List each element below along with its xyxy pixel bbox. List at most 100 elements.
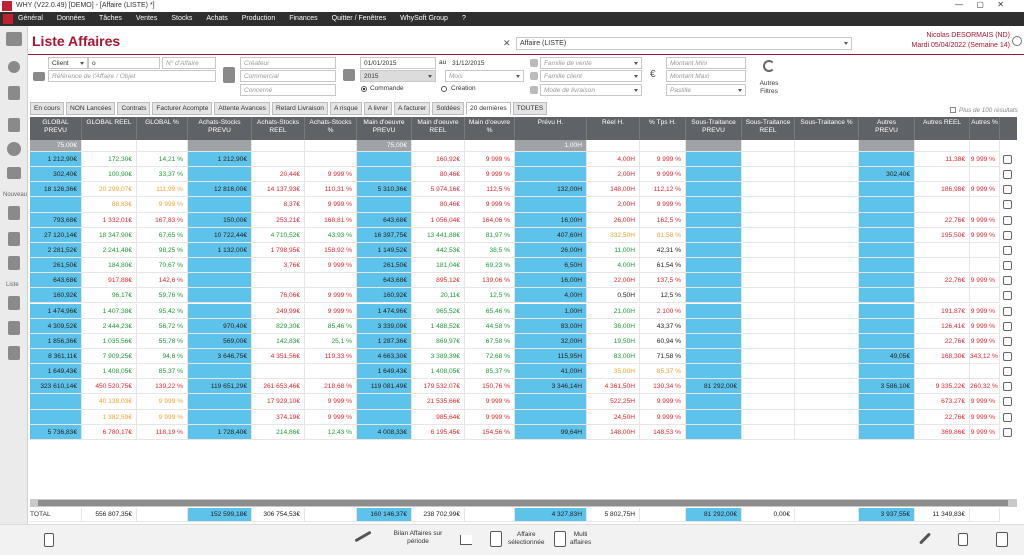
row-add-icon[interactable]	[1003, 382, 1012, 392]
filter-cell[interactable]	[465, 140, 515, 152]
table-cell[interactable]: 20,11€	[412, 288, 465, 304]
table-cell[interactable]: 148,53 %	[640, 424, 686, 440]
table-cell[interactable]	[686, 212, 742, 228]
table-cell[interactable]	[795, 424, 859, 440]
table-cell[interactable]: 2 281,52€	[30, 242, 82, 259]
table-cell[interactable]	[970, 288, 1000, 304]
table-cell[interactable]: 70,67 %	[137, 258, 188, 274]
filter-cell[interactable]: 75,00€	[357, 140, 412, 152]
table-cell[interactable]	[915, 167, 970, 183]
table-cell[interactable]: 119,33 %	[305, 348, 357, 365]
row-add-icon[interactable]	[1003, 321, 1012, 331]
table-cell[interactable]: 3 646,75€	[188, 348, 252, 365]
table-cell[interactable]	[742, 288, 795, 304]
table-cell[interactable]: 4,00H	[587, 152, 640, 168]
table-cell[interactable]: 60,94 %	[640, 333, 686, 349]
chart-icon[interactable]	[460, 535, 472, 545]
total-cell[interactable]: 3 937,55€	[859, 508, 915, 522]
table-cell[interactable]	[742, 212, 795, 228]
table-cell[interactable]	[188, 288, 252, 304]
table-cell[interactable]: 99,64H	[515, 424, 587, 440]
table-cell[interactable]: 59,76 %	[137, 288, 188, 304]
table-cell[interactable]	[742, 227, 795, 243]
table-cell[interactable]	[915, 197, 970, 213]
total-cell[interactable]	[137, 508, 188, 522]
tab[interactable]: TOUTES	[512, 102, 548, 115]
total-cell[interactable]	[305, 508, 357, 522]
column-header[interactable]: Prévu H.	[515, 117, 587, 140]
table-cell[interactable]: 2 100 %	[640, 303, 686, 319]
table-cell[interactable]: 81 292,00€	[686, 379, 742, 395]
column-header[interactable]: Achats-Stocks PREVU	[188, 117, 252, 140]
row-add-icon[interactable]	[1003, 367, 1012, 377]
table-cell[interactable]: 4,00H	[515, 288, 587, 304]
table-cell[interactable]: 164,06 %	[465, 212, 515, 228]
menu-item[interactable]: Général	[18, 15, 43, 22]
column-header[interactable]: Main d'oeuvre PREVU	[357, 117, 412, 140]
table-cell[interactable]: 88,83€	[82, 197, 137, 213]
table-cell[interactable]: 9 999 %	[640, 409, 686, 425]
table-cell[interactable]: 55,78 %	[137, 333, 188, 349]
table-cell[interactable]: 25,1 %	[305, 333, 357, 349]
more-filters[interactable]: Autres Filtres	[759, 80, 779, 95]
folder-icon[interactable]	[33, 72, 45, 81]
table-cell[interactable]: 3 339,09€	[357, 318, 412, 334]
table-cell[interactable]: 71,58 %	[640, 348, 686, 365]
table-cell[interactable]: 3,76€	[252, 258, 305, 274]
table-cell[interactable]: 150,00€	[188, 212, 252, 228]
table-cell[interactable]	[686, 227, 742, 243]
table-cell[interactable]: 137,5 %	[640, 273, 686, 289]
new-icon[interactable]	[8, 256, 20, 270]
delivery-mode[interactable]: Mode de livraison	[540, 84, 642, 96]
table-cell[interactable]: 32,00H	[515, 333, 587, 349]
table-cell[interactable]: 407,60H	[515, 227, 587, 243]
table-cell[interactable]: 167,83 %	[137, 212, 188, 228]
table-cell[interactable]	[742, 197, 795, 213]
table-cell[interactable]	[859, 242, 915, 259]
client-input[interactable]: o	[88, 57, 160, 69]
table-cell[interactable]: 98,25 %	[137, 242, 188, 259]
filter-cell[interactable]	[795, 140, 859, 152]
table-cell[interactable]	[795, 242, 859, 259]
table-cell[interactable]: 9 999 %	[305, 258, 357, 274]
table-cell[interactable]: 2,00H	[587, 197, 640, 213]
row-add-icon[interactable]	[1003, 397, 1012, 407]
table-cell[interactable]: 172,30€	[82, 152, 137, 168]
table-cell[interactable]	[795, 394, 859, 410]
table-cell[interactable]: 130,34 %	[640, 379, 686, 395]
table-cell[interactable]: 985,64€	[412, 409, 465, 425]
table-cell[interactable]: 16 397,75€	[357, 227, 412, 243]
home-icon[interactable]	[6, 32, 22, 46]
tab[interactable]: En cours	[30, 102, 65, 115]
row-add-icon[interactable]	[1003, 336, 1012, 346]
table-cell[interactable]	[357, 409, 412, 425]
table-cell[interactable]: 1 212,90€	[188, 152, 252, 168]
table-cell[interactable]	[515, 152, 587, 168]
new-icon[interactable]	[8, 232, 20, 246]
table-cell[interactable]: 442,53€	[412, 242, 465, 259]
table-cell[interactable]: 119 081,49€	[357, 379, 412, 395]
month-select[interactable]: Mois	[445, 70, 524, 82]
table-cell[interactable]: 85,46 %	[305, 318, 357, 334]
total-cell[interactable]: 152 599,18€	[188, 508, 252, 522]
search-icon[interactable]	[8, 61, 20, 73]
table-cell[interactable]: 1 212,90€	[30, 152, 82, 168]
table-cell[interactable]: 9 999 %	[137, 197, 188, 213]
table-cell[interactable]: 253,21€	[252, 212, 305, 228]
table-cell[interactable]: 2 444,23€	[82, 318, 137, 334]
filter-cell[interactable]	[137, 140, 188, 152]
client-select[interactable]: Client	[48, 57, 88, 69]
total-cell[interactable]	[465, 508, 515, 522]
table-cell[interactable]	[686, 364, 742, 380]
menu-item[interactable]: WhySoft Group	[400, 15, 448, 22]
table-cell[interactable]: 111,99 %	[137, 182, 188, 198]
table-cell[interactable]	[252, 152, 305, 168]
table-cell[interactable]	[859, 394, 915, 410]
table-cell[interactable]: 96,17€	[82, 288, 137, 304]
total-cell[interactable]: 160 146,37€	[357, 508, 412, 522]
table-cell[interactable]	[742, 409, 795, 425]
table-cell[interactable]	[859, 424, 915, 440]
refresh-icon[interactable]	[763, 60, 775, 72]
table-cell[interactable]	[795, 409, 859, 425]
radio-order[interactable]	[361, 86, 367, 92]
